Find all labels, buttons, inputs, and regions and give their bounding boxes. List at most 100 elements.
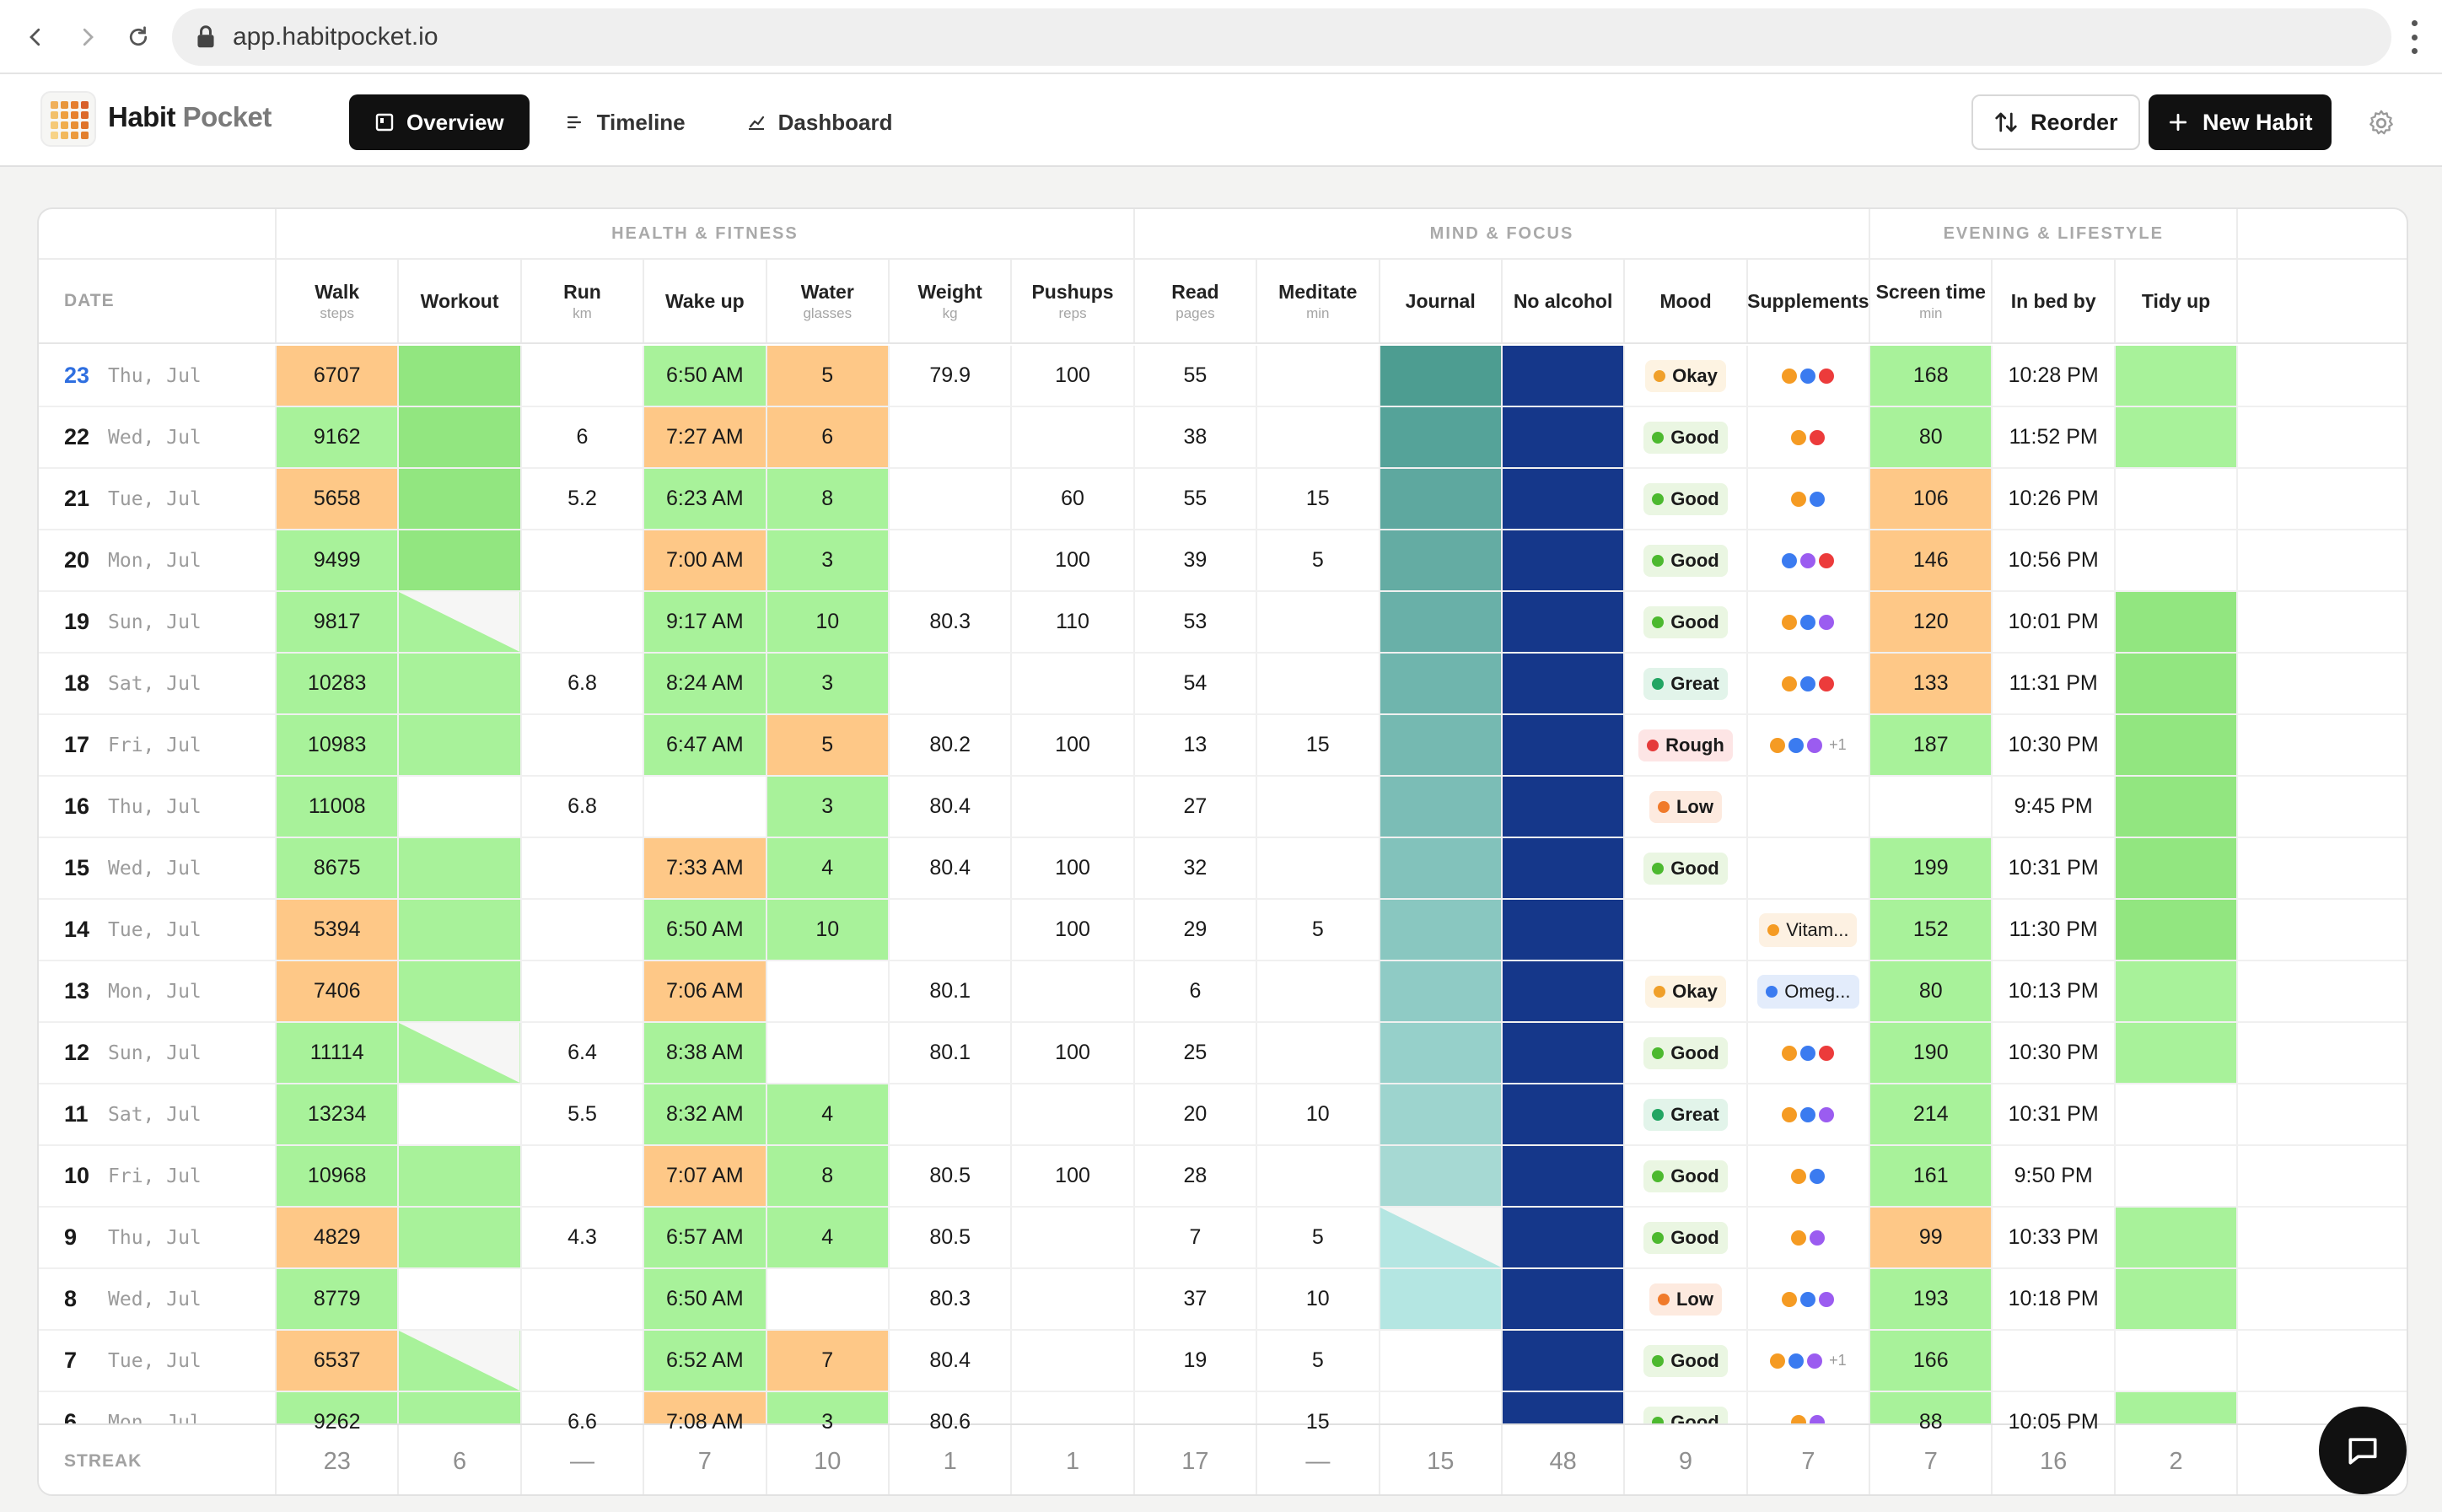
cell-tidy[interactable] [2115,1023,2239,1083]
cell-weight[interactable]: 80.5 [890,1146,1013,1206]
supplement-dots[interactable]: +1 [1770,736,1847,754]
cell-water[interactable]: 10 [766,900,890,960]
cell-read[interactable]: 20 [1135,1084,1258,1144]
cell-wake[interactable]: 7:07 AM [644,1146,767,1206]
cell-meditate[interactable] [1257,1146,1380,1206]
cell-workout[interactable] [399,346,522,406]
cell-weight[interactable] [890,530,1013,590]
cell-walk[interactable]: 9499 [277,530,400,590]
cell-weight[interactable]: 80.1 [890,961,1013,1021]
cell-pushups[interactable] [1012,1208,1135,1267]
cell-supplements[interactable] [1748,592,1871,652]
cell-noalcohol[interactable] [1502,469,1626,529]
cell-bed[interactable]: 11:31 PM [1993,654,2116,713]
table-row[interactable]: 8 Wed, Jul 8779 6:50 AM 80.3 37 10 Low 193 10:18 … [39,1269,2407,1331]
table-row[interactable]: 7 Tue, Jul 6537 6:52 AM 7 80.4 19 5 Good +1 166 [39,1331,2407,1392]
cell-screen[interactable]: 161 [1870,1146,1993,1206]
supplement-dots[interactable] [1791,491,1826,507]
cell-water[interactable]: 5 [766,715,890,775]
date-cell[interactable]: 7 Tue, Jul [39,1331,277,1391]
column-header-water[interactable]: Water glasses [767,260,890,342]
cell-mood[interactable]: Great [1625,654,1748,713]
cell-bed[interactable]: 10:31 PM [1993,1084,2116,1144]
cell-bed[interactable]: 9:50 PM [1993,1146,2116,1206]
cell-pushups[interactable] [1012,1084,1135,1144]
cell-run[interactable]: 6.8 [522,654,645,713]
cell-walk[interactable]: 9162 [277,407,400,467]
supplement-dots[interactable]: +1 [1770,1352,1847,1369]
date-cell[interactable]: 11 Sat, Jul [39,1084,277,1144]
cell-journal[interactable] [1380,407,1503,467]
date-cell[interactable]: 20 Mon, Jul [39,530,277,590]
column-header-meditate[interactable]: Meditate min [1257,260,1380,342]
cell-read[interactable]: 29 [1135,900,1258,960]
cell-wake[interactable]: 6:50 AM [644,1269,767,1329]
cell-meditate[interactable]: 10 [1257,1084,1380,1144]
cell-tidy[interactable] [2115,1269,2239,1329]
cell-weight[interactable] [890,900,1013,960]
column-header-read[interactable]: Read pages [1135,260,1258,342]
mood-badge[interactable]: Okay [1645,359,1726,392]
cell-bed[interactable]: 10:30 PM [1993,1023,2116,1083]
cell-run[interactable] [522,1269,645,1329]
cell-journal[interactable] [1380,1392,1503,1452]
cell-pushups[interactable]: 110 [1012,592,1135,652]
date-cell[interactable]: 9 Thu, Jul [39,1208,277,1267]
cell-tidy[interactable] [2115,407,2239,467]
cell-read[interactable] [1135,1392,1258,1452]
column-header-screen[interactable]: Screen time min [1870,260,1993,342]
cell-read[interactable]: 55 [1135,469,1258,529]
cell-meditate[interactable]: 15 [1257,1392,1380,1452]
cell-bed[interactable]: 10:26 PM [1993,469,2116,529]
cell-supplements[interactable] [1748,530,1871,590]
cell-run[interactable]: 6.4 [522,1023,645,1083]
cell-mood[interactable]: Good [1625,592,1748,652]
cell-pushups[interactable]: 100 [1012,1146,1135,1206]
cell-run[interactable]: 5.5 [522,1084,645,1144]
cell-walk[interactable]: 10968 [277,1146,400,1206]
table-row[interactable]: 10 Fri, Jul 10968 7:07 AM 8 80.5 100 28 Good 161 9… [39,1146,2407,1208]
cell-read[interactable]: 32 [1135,838,1258,898]
cell-supplements[interactable]: +1 [1748,715,1871,775]
cell-water[interactable]: 4 [766,838,890,898]
cell-workout[interactable] [399,1023,522,1083]
cell-supplements[interactable] [1748,1023,1871,1083]
cell-walk[interactable]: 4829 [277,1208,400,1267]
cell-mood[interactable]: Good [1625,1208,1748,1267]
cell-read[interactable]: 19 [1135,1331,1258,1391]
cell-meditate[interactable] [1257,777,1380,837]
column-header-run[interactable]: Run km [522,260,645,342]
cell-tidy[interactable] [2116,1331,2239,1391]
cell-meditate[interactable] [1257,838,1380,898]
cell-read[interactable]: 6 [1135,961,1258,1021]
column-header-walk[interactable]: Walk steps [277,260,400,342]
cell-screen[interactable]: 106 [1870,469,1993,529]
cell-journal[interactable] [1380,469,1503,529]
cell-noalcohol[interactable] [1502,961,1626,1021]
cell-wake[interactable] [644,777,767,837]
cell-mood[interactable]: Good [1625,838,1748,898]
table-row[interactable]: 23 Thu, Jul 6707 6:50 AM 5 79.9 100 55 Okay 168 10… [39,346,2407,407]
cell-water[interactable]: 5 [766,346,890,406]
cell-meditate[interactable]: 5 [1257,900,1380,960]
logo-icon[interactable] [40,91,96,147]
cell-supplements[interactable] [1748,407,1871,467]
cell-mood[interactable]: Great [1625,1084,1748,1144]
cell-run[interactable]: 6.6 [522,1392,645,1452]
cell-mood[interactable]: Low [1625,1269,1748,1329]
cell-pushups[interactable] [1012,1331,1135,1391]
cell-run[interactable] [522,838,645,898]
cell-bed[interactable]: 11:30 PM [1993,900,2116,960]
cell-run[interactable]: 5.2 [522,469,645,529]
date-cell[interactable]: 22 Wed, Jul [39,407,277,467]
cell-pushups[interactable]: 100 [1012,346,1135,406]
cell-read[interactable]: 38 [1135,407,1258,467]
cell-noalcohol[interactable] [1502,1023,1626,1083]
cell-meditate[interactable] [1257,592,1380,652]
cell-workout[interactable] [399,592,522,652]
cell-noalcohol[interactable] [1502,1084,1626,1144]
cell-weight[interactable]: 80.3 [890,592,1013,652]
table-row[interactable]: 16 Thu, Jul 11008 6.8 3 80.4 27 Low 9:45 PM [39,777,2407,838]
cell-water[interactable]: 8 [766,1146,890,1206]
table-row[interactable]: 20 Mon, Jul 9499 7:00 AM 3 100 39 5 Good 146 10:56… [39,530,2407,592]
